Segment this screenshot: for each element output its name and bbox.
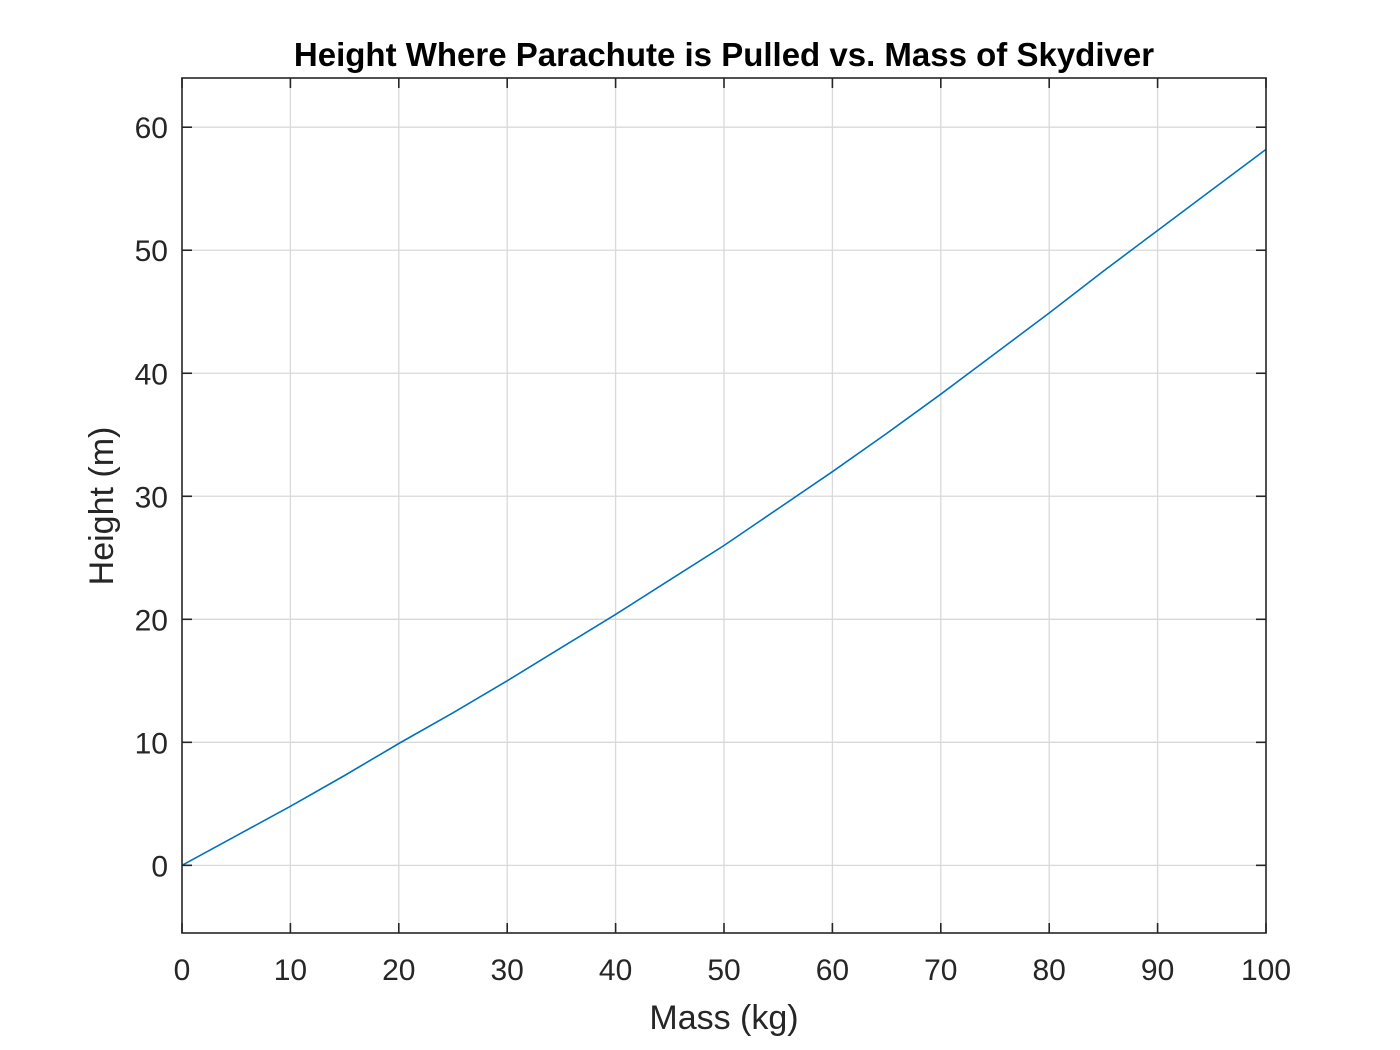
y-tick-label: 30 bbox=[135, 481, 168, 514]
y-tick-label: 20 bbox=[135, 604, 168, 637]
x-tick-label: 50 bbox=[707, 954, 740, 987]
tick-marks bbox=[181, 78, 1267, 933]
y-tick-label: 10 bbox=[135, 727, 168, 760]
x-tick-label: 20 bbox=[382, 954, 415, 987]
x-tick-label: 100 bbox=[1241, 954, 1291, 987]
y-tick-label: 0 bbox=[151, 850, 168, 883]
series-layer bbox=[181, 148, 1267, 867]
x-axis-label: Mass (kg) bbox=[649, 999, 798, 1037]
chart-title: Height Where Parachute is Pulled vs. Mas… bbox=[294, 36, 1154, 73]
x-tick-label: 40 bbox=[599, 954, 632, 987]
y-tick-label: 40 bbox=[135, 358, 168, 391]
x-tick-label: 0 bbox=[174, 954, 191, 987]
y-tick-label: 60 bbox=[135, 112, 168, 145]
x-tick-labels: 0 10 20 30 40 50 60 70 80 90 100 bbox=[174, 954, 1291, 987]
grid-lines bbox=[182, 78, 1266, 933]
x-tick-label: 60 bbox=[816, 954, 849, 987]
y-axis-label: Height (m) bbox=[83, 427, 121, 586]
series-line bbox=[181, 148, 1267, 867]
x-tick-label: 10 bbox=[274, 954, 307, 987]
x-tick-label: 70 bbox=[924, 954, 957, 987]
y-tick-label: 50 bbox=[135, 235, 168, 268]
x-tick-label: 80 bbox=[1033, 954, 1066, 987]
x-tick-label: 30 bbox=[491, 954, 524, 987]
y-tick-labels: 0 10 20 30 40 50 60 bbox=[135, 112, 168, 883]
x-tick-label: 90 bbox=[1141, 954, 1174, 987]
